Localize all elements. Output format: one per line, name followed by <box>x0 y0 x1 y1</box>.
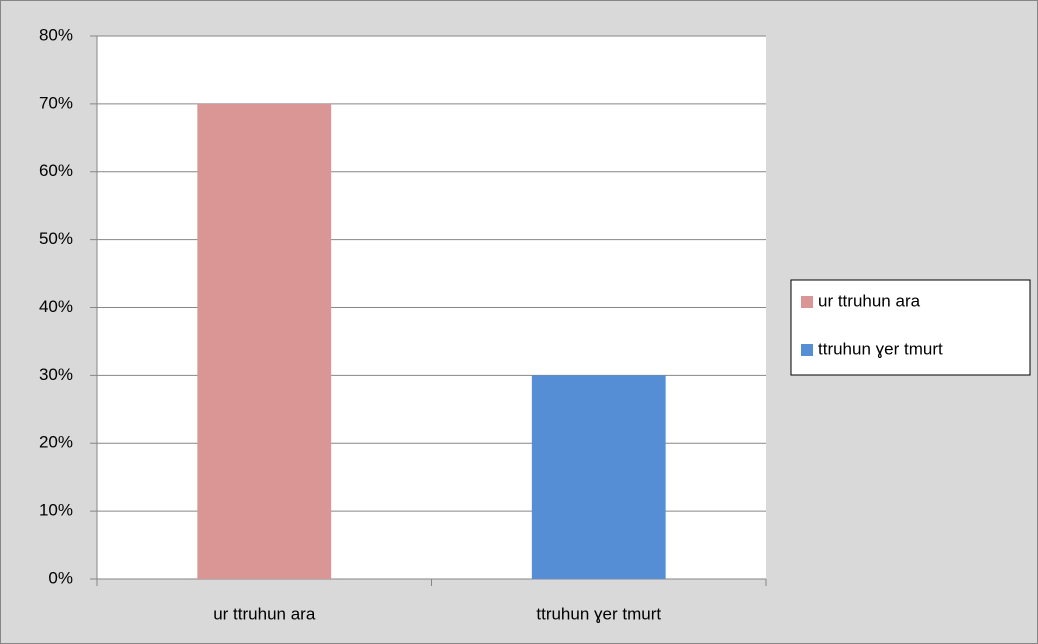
x-tick-label: ur ttruhun ara <box>213 604 316 623</box>
y-tick-label: 60% <box>39 161 73 180</box>
legend-swatch <box>801 344 813 356</box>
y-tick-label: 50% <box>39 229 73 248</box>
bar <box>197 103 332 579</box>
legend-box <box>790 279 1031 376</box>
y-tick-label: 10% <box>39 501 73 520</box>
y-tick-label: 70% <box>39 93 73 112</box>
x-tick-label: ttruhun ɣer tmurt <box>536 604 661 623</box>
y-tick-label: 80% <box>39 25 73 44</box>
legend-label: ur ttruhun ara <box>818 291 921 310</box>
y-tick-label: 0% <box>48 568 73 587</box>
y-tick-label: 30% <box>39 365 73 384</box>
y-tick-label: 20% <box>39 433 73 452</box>
legend-label: ttruhun ɣer tmurt <box>818 339 943 358</box>
y-tick-label: 40% <box>39 297 73 316</box>
legend-swatch <box>801 296 813 308</box>
bar <box>531 375 666 579</box>
